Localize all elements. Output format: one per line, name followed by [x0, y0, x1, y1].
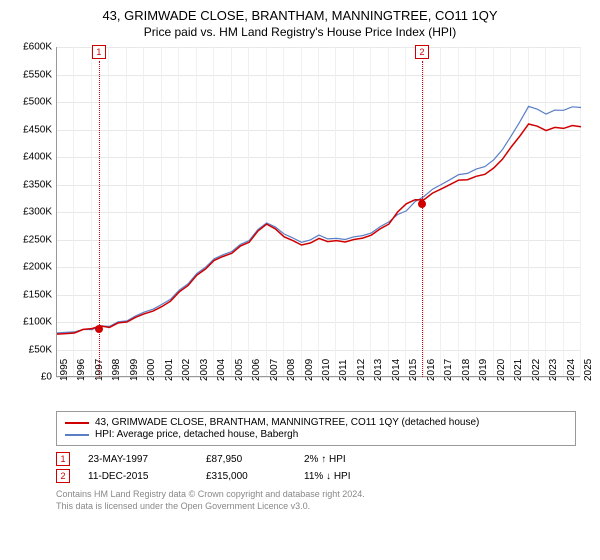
series-hpi	[57, 106, 581, 333]
sale-diff: 2% ↑ HPI	[304, 454, 384, 465]
chart-title: 43, GRIMWADE CLOSE, BRANTHAM, MANNINGTRE…	[12, 8, 588, 23]
series-price-paid	[57, 124, 581, 334]
legend-swatch	[65, 422, 89, 424]
y-axis-label: £50K	[29, 344, 52, 355]
sale-price: £315,000	[206, 471, 286, 482]
footer-line: Contains HM Land Registry data © Crown c…	[56, 489, 588, 501]
sale-marker-box: 1	[92, 45, 106, 59]
sales-table: 1 23-MAY-1997 £87,950 2% ↑ HPI 2 11-DEC-2015 £…	[56, 452, 588, 483]
y-axis-label: £600K	[23, 42, 52, 53]
y-axis-label: £100K	[23, 317, 52, 328]
y-axis-label: £400K	[23, 152, 52, 163]
legend: 43, GRIMWADE CLOSE, BRANTHAM, MANNINGTRE…	[56, 411, 576, 446]
legend-item-price-paid: 43, GRIMWADE CLOSE, BRANTHAM, MANNINGTRE…	[65, 417, 567, 428]
sale-row-marker: 2	[56, 469, 70, 483]
y-axis-label: £450K	[23, 124, 52, 135]
sale-marker-line	[422, 61, 423, 377]
y-axis-label: £0	[41, 372, 52, 383]
sale-row-marker: 1	[56, 452, 70, 466]
sale-row: 1 23-MAY-1997 £87,950 2% ↑ HPI	[56, 452, 588, 466]
sale-marker-box: 2	[415, 45, 429, 59]
footer-line: This data is licensed under the Open Gov…	[56, 501, 588, 513]
sale-marker-dot	[95, 325, 103, 333]
line-chart-svg	[57, 47, 581, 377]
legend-swatch	[65, 434, 89, 436]
y-axis-label: £200K	[23, 262, 52, 273]
y-axis-label: £550K	[23, 69, 52, 80]
y-axis-label: £250K	[23, 234, 52, 245]
y-axis-label: £150K	[23, 289, 52, 300]
plot-area: 12	[56, 47, 580, 377]
legend-item-hpi: HPI: Average price, detached house, Babe…	[65, 429, 567, 440]
legend-label: 43, GRIMWADE CLOSE, BRANTHAM, MANNINGTRE…	[95, 417, 479, 428]
sale-row: 2 11-DEC-2015 £315,000 11% ↓ HPI	[56, 469, 588, 483]
sale-date: 23-MAY-1997	[88, 454, 188, 465]
chart-area: £0 £50K £100K £150K £200K £250K £300K £350K £400…	[12, 47, 588, 407]
y-axis-label: £350K	[23, 179, 52, 190]
sale-diff: 11% ↓ HPI	[304, 471, 384, 482]
footer: Contains HM Land Registry data © Crown c…	[56, 489, 588, 512]
sale-marker-dot	[418, 200, 426, 208]
y-axis-label: £300K	[23, 207, 52, 218]
y-axis-label: £500K	[23, 97, 52, 108]
sale-price: £87,950	[206, 454, 286, 465]
chart-subtitle: Price paid vs. HM Land Registry's House …	[12, 25, 588, 39]
legend-label: HPI: Average price, detached house, Babe…	[95, 429, 298, 440]
sale-date: 11-DEC-2015	[88, 471, 188, 482]
x-axis-label: 2025	[583, 359, 594, 381]
